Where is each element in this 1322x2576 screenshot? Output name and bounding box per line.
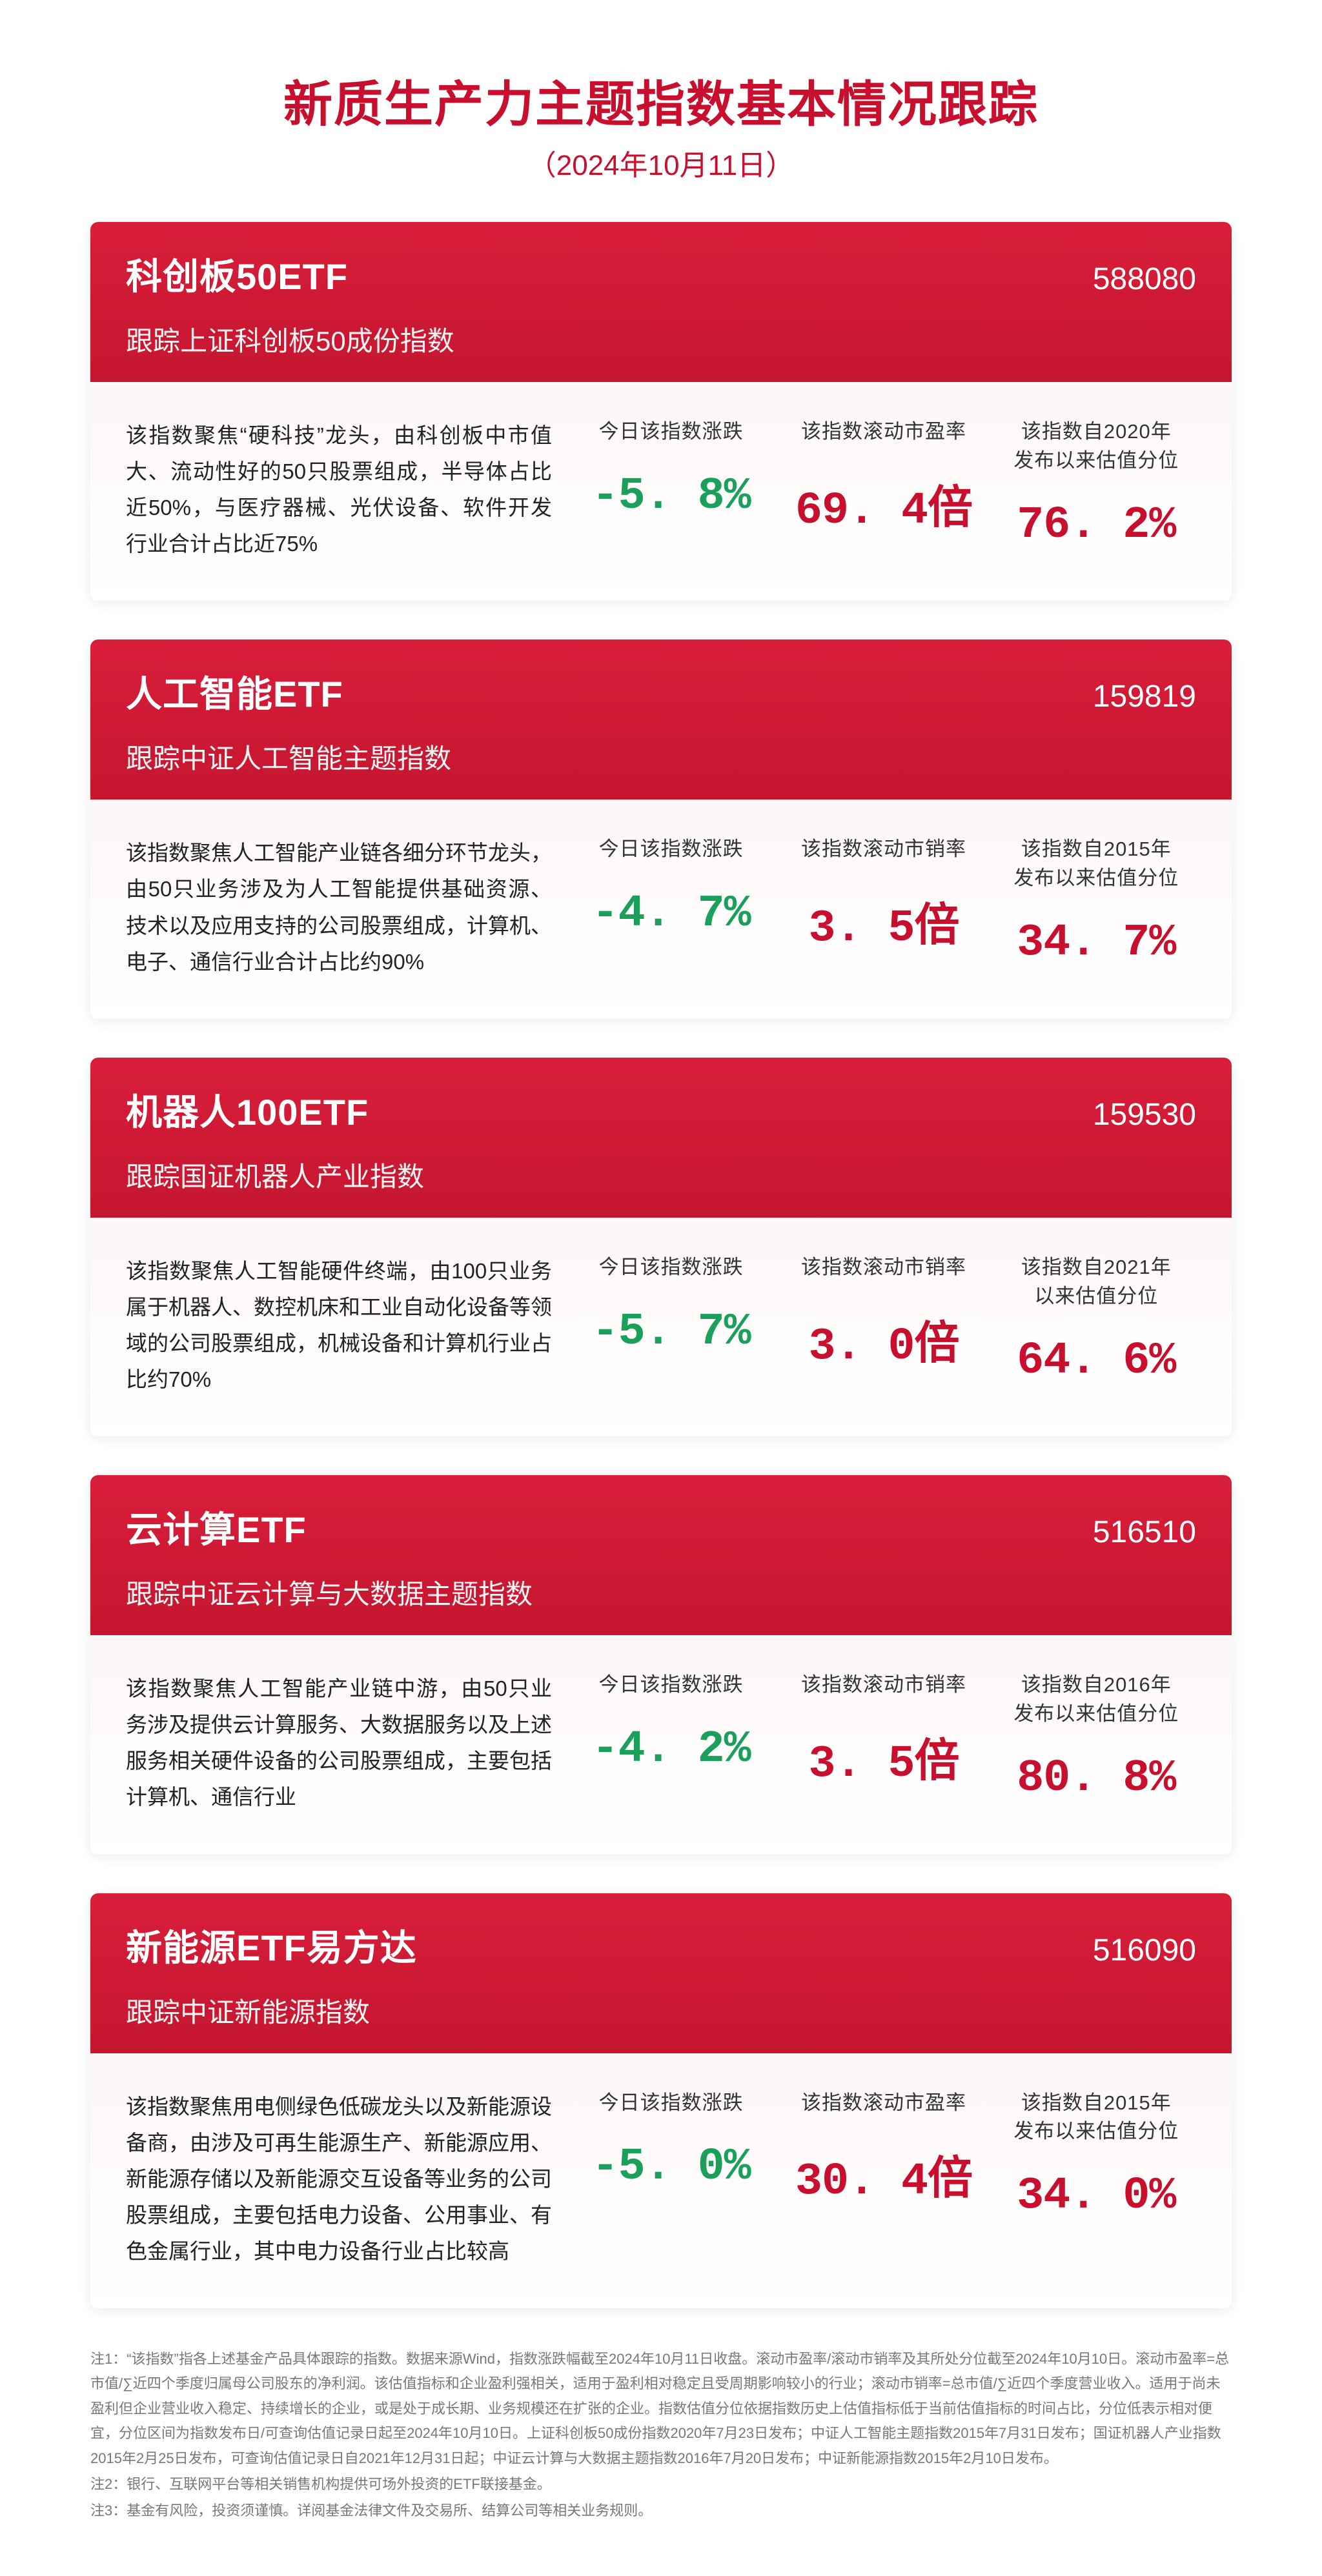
footnotes: 注1：“该指数”指各上述基金产品具体跟踪的指数。数据来源Wind，指数涨跌幅截至… xyxy=(90,2347,1232,2524)
metric: 该指数滚动市盈率 69. 4倍 xyxy=(784,418,983,551)
card-name: 新能源ETF易方达 xyxy=(126,1919,417,1971)
metric-value: 3. 5倍 xyxy=(784,889,983,954)
card-track: 跟踪中证新能源指数 xyxy=(126,1991,1196,2030)
metric: 该指数自2020年 发布以来估值分位 76. 2% xyxy=(997,418,1196,551)
card-code: 159530 xyxy=(1093,1097,1196,1132)
metric: 今日该指数涨跌 -4. 2% xyxy=(571,1671,771,1804)
metric: 该指数滚动市盈率 30. 4倍 xyxy=(784,2089,983,2222)
card-track: 跟踪上证科创板50成份指数 xyxy=(126,319,1196,359)
metric-label: 今日该指数涨跌 xyxy=(571,418,771,447)
etf-card: 新能源ETF易方达 516090 跟踪中证新能源指数该指数聚焦用电侧绿色低碳龙头以及… xyxy=(90,1893,1232,2308)
card-header: 科创板50ETF 588080 跟踪上证科创板50成份指数 xyxy=(90,222,1232,382)
card-header-row: 科创板50ETF 588080 xyxy=(126,248,1196,300)
card-name: 机器人100ETF xyxy=(126,1083,369,1136)
card-track: 跟踪中证云计算与大数据主题指数 xyxy=(126,1573,1196,1612)
card-description: 该指数聚焦“硬科技”龙头，由科创板中市值大、流动性好的50只股票组成，半导体占比… xyxy=(126,418,552,562)
etf-card: 云计算ETF 516510 跟踪中证云计算与大数据主题指数该指数聚焦人工智能产业链中… xyxy=(90,1475,1232,1854)
metric-value: 34. 0% xyxy=(997,2171,1196,2222)
card-body: 该指数聚焦用电侧绿色低碳龙头以及新能源设备商，由涉及可再生能源生产、新能源应用、… xyxy=(90,2053,1232,2308)
metric-label: 该指数滚动市销率 xyxy=(784,1253,983,1282)
card-body: 该指数聚焦人工智能产业链中游，由50只业务涉及提供云计算服务、大数据服务以及上述… xyxy=(90,1635,1232,1854)
metric: 该指数自2015年 发布以来估值分位 34. 7% xyxy=(997,835,1196,969)
metric-value: 3. 0倍 xyxy=(784,1307,983,1373)
etf-card: 科创板50ETF 588080 跟踪上证科创板50成份指数该指数聚焦“硬科技”龙头，… xyxy=(90,222,1232,601)
metric: 该指数自2021年 以来估值分位 64. 6% xyxy=(997,1253,1196,1387)
metric-value: 64. 6% xyxy=(997,1336,1196,1387)
metric-value: 34. 7% xyxy=(997,918,1196,969)
metric-value: 30. 4倍 xyxy=(784,2142,983,2208)
card-header: 云计算ETF 516510 跟踪中证云计算与大数据主题指数 xyxy=(90,1475,1232,1635)
card-header: 人工智能ETF 159819 跟踪中证人工智能主题指数 xyxy=(90,639,1232,800)
metric: 该指数滚动市销率 3. 5倍 xyxy=(784,1671,983,1804)
metric: 今日该指数涨跌 -5. 0% xyxy=(571,2089,771,2222)
metric-value: -5. 8% xyxy=(571,471,771,522)
etf-card: 机器人100ETF 159530 跟踪国证机器人产业指数该指数聚焦人工智能硬件终端，… xyxy=(90,1058,1232,1436)
metric: 今日该指数涨跌 -4. 7% xyxy=(571,835,771,969)
metric-label: 今日该指数涨跌 xyxy=(571,2089,771,2118)
card-name: 科创板50ETF xyxy=(126,248,348,300)
metric-label: 该指数滚动市盈率 xyxy=(784,418,983,447)
card-header-row: 机器人100ETF 159530 xyxy=(126,1083,1196,1136)
metric-label: 该指数自2015年 发布以来估值分位 xyxy=(997,835,1196,893)
card-code: 516090 xyxy=(1093,1933,1196,1968)
footnote-line: 注1：“该指数”指各上述基金产品具体跟踪的指数。数据来源Wind，指数涨跌幅截至… xyxy=(90,2347,1232,2471)
card-description: 该指数聚焦人工智能产业链各细分环节龙头，由50只业务涉及为人工智能提供基础资源、… xyxy=(126,835,552,980)
metric: 今日该指数涨跌 -5. 7% xyxy=(571,1253,771,1387)
metric-label: 该指数自2015年 发布以来估值分位 xyxy=(997,2089,1196,2147)
card-header-row: 新能源ETF易方达 516090 xyxy=(126,1919,1196,1971)
metric: 该指数自2015年 发布以来估值分位 34. 0% xyxy=(997,2089,1196,2222)
metric-label: 该指数滚动市销率 xyxy=(784,835,983,864)
metrics-row: 今日该指数涨跌 -4. 7% 该指数滚动市销率 3. 5倍该指数自2015年 发布以来… xyxy=(571,835,1196,969)
metric-label: 该指数滚动市盈率 xyxy=(784,2089,983,2118)
etf-card: 人工智能ETF 159819 跟踪中证人工智能主题指数该指数聚焦人工智能产业链各细分… xyxy=(90,639,1232,1018)
card-header-row: 云计算ETF 516510 xyxy=(126,1501,1196,1553)
metric-value: -5. 0% xyxy=(571,2142,771,2193)
metric-label: 今日该指数涨跌 xyxy=(571,1253,771,1282)
metric: 该指数滚动市销率 3. 5倍 xyxy=(784,835,983,969)
footnote-line: 注3：基金有风险，投资须谨慎。详阅基金法律文件及交易所、结算公司等相关业务规则。 xyxy=(90,2499,1232,2524)
card-code: 588080 xyxy=(1093,261,1196,297)
metric-value: -5. 7% xyxy=(571,1307,771,1358)
metric-value: 69. 4倍 xyxy=(784,471,983,537)
card-name: 云计算ETF xyxy=(126,1501,307,1553)
card-header-row: 人工智能ETF 159819 xyxy=(126,665,1196,718)
metric-label: 该指数自2021年 以来估值分位 xyxy=(997,1253,1196,1311)
card-name: 人工智能ETF xyxy=(126,665,343,718)
card-description: 该指数聚焦人工智能产业链中游，由50只业务涉及提供云计算服务、大数据服务以及上述… xyxy=(126,1671,552,1815)
card-body: 该指数聚焦人工智能硬件终端，由100只业务属于机器人、数控机床和工业自动化设备等… xyxy=(90,1218,1232,1436)
metric: 今日该指数涨跌 -5. 8% xyxy=(571,418,771,551)
page: 新质生产力主题指数基本情况跟踪 （2024年10月11日） 科创板50ETF 58… xyxy=(0,0,1322,2576)
metrics-row: 今日该指数涨跌 -5. 8% 该指数滚动市盈率 69. 4倍该指数自2020年 发布以… xyxy=(571,418,1196,551)
card-description: 该指数聚焦用电侧绿色低碳龙头以及新能源设备商，由涉及可再生能源生产、新能源应用、… xyxy=(126,2089,552,2269)
metrics-row: 今日该指数涨跌 -4. 2% 该指数滚动市销率 3. 5倍该指数自2016年 发布以来… xyxy=(571,1671,1196,1804)
card-body: 该指数聚焦“硬科技”龙头，由科创板中市值大、流动性好的50只股票组成，半导体占比… xyxy=(90,382,1232,601)
card-code: 516510 xyxy=(1093,1514,1196,1550)
card-track: 跟踪中证人工智能主题指数 xyxy=(126,737,1196,776)
card-code: 159819 xyxy=(1093,679,1196,714)
cards-container: 科创板50ETF 588080 跟踪上证科创板50成份指数该指数聚焦“硬科技”龙头，… xyxy=(90,222,1232,2308)
card-body: 该指数聚焦人工智能产业链各细分环节龙头，由50只业务涉及为人工智能提供基础资源、… xyxy=(90,800,1232,1018)
metric: 该指数自2016年 发布以来估值分位 80. 8% xyxy=(997,1671,1196,1804)
metric-value: -4. 7% xyxy=(571,889,771,940)
metric-value: 76. 2% xyxy=(997,500,1196,551)
metric-value: 80. 8% xyxy=(997,1753,1196,1804)
footnote-line: 注2：银行、互联网平台等相关销售机构提供可场外投资的ETF联接基金。 xyxy=(90,2472,1232,2497)
metric-label: 今日该指数涨跌 xyxy=(571,835,771,864)
sub-title: （2024年10月11日） xyxy=(90,142,1232,183)
metrics-row: 今日该指数涨跌 -5. 7% 该指数滚动市销率 3. 0倍该指数自2021年 以来估值… xyxy=(571,1253,1196,1387)
metric-label: 该指数自2016年 发布以来估值分位 xyxy=(997,1671,1196,1729)
metric: 该指数滚动市销率 3. 0倍 xyxy=(784,1253,983,1387)
card-track: 跟踪国证机器人产业指数 xyxy=(126,1155,1196,1194)
metric-value: 3. 5倍 xyxy=(784,1724,983,1790)
metric-value: -4. 2% xyxy=(571,1724,771,1775)
metric-label: 今日该指数涨跌 xyxy=(571,1671,771,1700)
metric-label: 该指数滚动市销率 xyxy=(784,1671,983,1700)
card-header: 机器人100ETF 159530 跟踪国证机器人产业指数 xyxy=(90,1058,1232,1218)
main-title: 新质生产力主题指数基本情况跟踪 xyxy=(90,65,1232,136)
card-header: 新能源ETF易方达 516090 跟踪中证新能源指数 xyxy=(90,1893,1232,2053)
metric-label: 该指数自2020年 发布以来估值分位 xyxy=(997,418,1196,476)
metrics-row: 今日该指数涨跌 -5. 0% 该指数滚动市盈率 30. 4倍该指数自2015年 发布以… xyxy=(571,2089,1196,2222)
card-description: 该指数聚焦人工智能硬件终端，由100只业务属于机器人、数控机床和工业自动化设备等… xyxy=(126,1253,552,1398)
